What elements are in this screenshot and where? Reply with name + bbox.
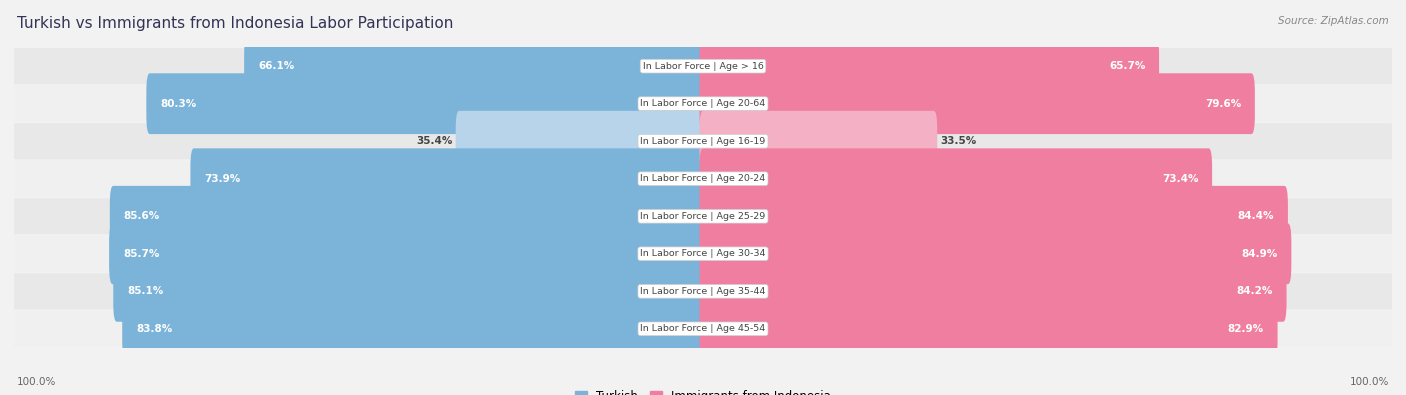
Text: 100.0%: 100.0% — [17, 377, 56, 387]
Text: In Labor Force | Age 45-54: In Labor Force | Age 45-54 — [640, 324, 766, 333]
Text: In Labor Force | Age 35-44: In Labor Force | Age 35-44 — [640, 287, 766, 296]
Text: 35.4%: 35.4% — [416, 136, 453, 146]
FancyBboxPatch shape — [245, 36, 706, 96]
Text: 85.7%: 85.7% — [122, 249, 159, 259]
Text: 33.5%: 33.5% — [941, 136, 977, 146]
Text: 73.9%: 73.9% — [204, 174, 240, 184]
FancyBboxPatch shape — [700, 36, 1159, 96]
FancyBboxPatch shape — [114, 261, 706, 322]
FancyBboxPatch shape — [14, 86, 1392, 122]
FancyBboxPatch shape — [14, 161, 1392, 197]
Text: Source: ZipAtlas.com: Source: ZipAtlas.com — [1278, 16, 1389, 26]
FancyBboxPatch shape — [146, 73, 706, 134]
Text: 66.1%: 66.1% — [257, 61, 294, 71]
FancyBboxPatch shape — [14, 123, 1392, 159]
FancyBboxPatch shape — [700, 111, 938, 171]
Text: In Labor Force | Age 20-64: In Labor Force | Age 20-64 — [640, 99, 766, 108]
FancyBboxPatch shape — [14, 311, 1392, 347]
Text: 100.0%: 100.0% — [1350, 377, 1389, 387]
Text: In Labor Force | Age 25-29: In Labor Force | Age 25-29 — [640, 212, 766, 221]
Text: 65.7%: 65.7% — [1109, 61, 1146, 71]
FancyBboxPatch shape — [700, 224, 1291, 284]
Text: In Labor Force | Age 30-34: In Labor Force | Age 30-34 — [640, 249, 766, 258]
Text: 85.1%: 85.1% — [127, 286, 163, 296]
FancyBboxPatch shape — [700, 261, 1286, 322]
Text: 84.4%: 84.4% — [1237, 211, 1274, 221]
Text: Turkish vs Immigrants from Indonesia Labor Participation: Turkish vs Immigrants from Indonesia Lab… — [17, 16, 453, 31]
FancyBboxPatch shape — [190, 149, 706, 209]
Text: 85.6%: 85.6% — [124, 211, 160, 221]
FancyBboxPatch shape — [14, 273, 1392, 309]
FancyBboxPatch shape — [14, 48, 1392, 84]
FancyBboxPatch shape — [122, 299, 706, 359]
Text: 80.3%: 80.3% — [160, 99, 197, 109]
Text: 79.6%: 79.6% — [1205, 99, 1241, 109]
FancyBboxPatch shape — [14, 198, 1392, 234]
Text: In Labor Force | Age 20-24: In Labor Force | Age 20-24 — [640, 174, 766, 183]
FancyBboxPatch shape — [700, 73, 1254, 134]
FancyBboxPatch shape — [14, 236, 1392, 272]
FancyBboxPatch shape — [700, 299, 1278, 359]
Text: 82.9%: 82.9% — [1227, 324, 1264, 334]
Legend: Turkish, Immigrants from Indonesia: Turkish, Immigrants from Indonesia — [571, 385, 835, 395]
Text: 84.2%: 84.2% — [1236, 286, 1272, 296]
Text: In Labor Force | Age 16-19: In Labor Force | Age 16-19 — [640, 137, 766, 146]
FancyBboxPatch shape — [110, 186, 706, 246]
FancyBboxPatch shape — [110, 224, 706, 284]
FancyBboxPatch shape — [700, 149, 1212, 209]
FancyBboxPatch shape — [456, 111, 706, 171]
Text: 84.9%: 84.9% — [1241, 249, 1278, 259]
Text: 83.8%: 83.8% — [136, 324, 173, 334]
Text: 73.4%: 73.4% — [1161, 174, 1198, 184]
FancyBboxPatch shape — [700, 186, 1288, 246]
Text: In Labor Force | Age > 16: In Labor Force | Age > 16 — [643, 62, 763, 71]
